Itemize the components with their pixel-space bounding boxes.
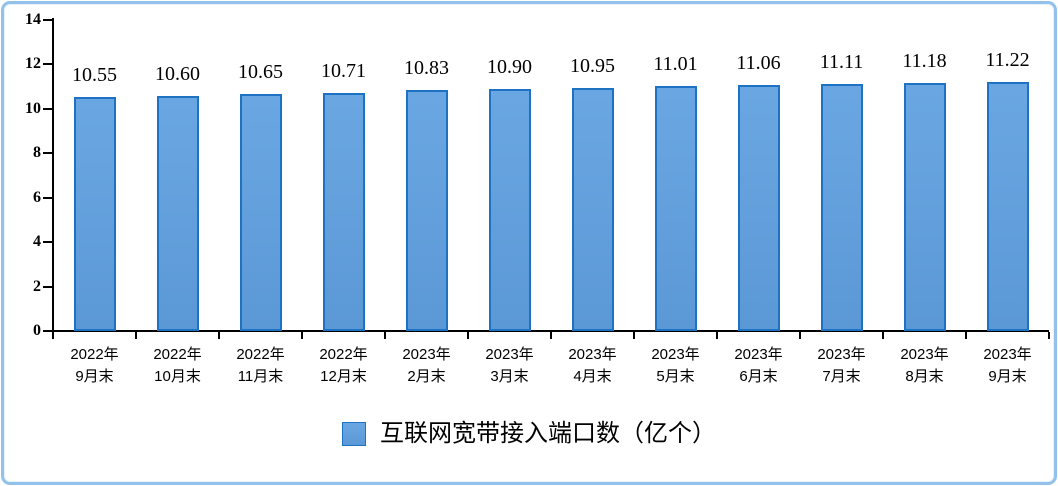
bar xyxy=(73,96,116,331)
legend: 互联网宽带接入端口数（亿个） xyxy=(0,419,1058,449)
x-axis-category-label-line: 12月末 xyxy=(320,368,367,385)
bar xyxy=(405,90,448,331)
bar xyxy=(737,85,780,331)
x-axis-category-label-line: 8月末 xyxy=(905,368,944,385)
bar-value-label: 11.06 xyxy=(736,52,781,75)
bar xyxy=(156,95,199,331)
y-axis-tick xyxy=(43,285,52,288)
x-axis-category-label: 2022年 9月末 xyxy=(50,344,140,388)
bar-value-label: 11.11 xyxy=(819,51,864,74)
x-axis-line xyxy=(52,330,1049,332)
x-axis-category-label-line: 5月末 xyxy=(656,368,695,385)
bar-value-label: 11.22 xyxy=(985,48,1030,71)
bar xyxy=(239,94,282,331)
bar-value-label: 10.83 xyxy=(404,57,449,80)
x-axis-tick xyxy=(301,332,303,339)
x-axis-tick xyxy=(218,332,220,339)
y-axis-tick xyxy=(43,19,52,21)
bar xyxy=(571,87,614,331)
x-axis-category-label-line: 9月末 xyxy=(75,368,114,385)
x-axis-category-label-line: 2023年 xyxy=(983,346,1032,363)
bar xyxy=(322,93,365,331)
x-axis-tick xyxy=(965,332,967,339)
y-axis-tick-label: 10 xyxy=(25,99,41,117)
bar-value-label: 11.18 xyxy=(902,49,947,72)
bar xyxy=(903,82,946,331)
x-axis-category-label-line: 7月末 xyxy=(822,368,861,385)
x-axis-category-label-line: 2023年 xyxy=(402,346,451,363)
x-axis-category-label: 2023年 6月末 xyxy=(714,344,804,388)
x-axis-category-label-line: 11月末 xyxy=(237,368,284,385)
legend-swatch-icon xyxy=(342,422,366,446)
x-axis-tick xyxy=(550,332,552,339)
x-axis-category-label-line: 3月末 xyxy=(490,368,529,385)
x-axis-category-label-line: 2022年 xyxy=(236,346,285,363)
bar-value-label: 10.55 xyxy=(72,63,117,86)
x-axis-category-label-line: 9月末 xyxy=(988,368,1027,385)
x-axis-category-label-line: 2023年 xyxy=(651,346,700,363)
x-axis-category-label: 2022年 11月末 xyxy=(216,344,306,388)
bar-value-label: 11.01 xyxy=(653,53,698,76)
y-axis-tick-label: 0 xyxy=(33,322,41,339)
y-axis-tick xyxy=(43,330,52,332)
x-axis-category-label-line: 2022年 xyxy=(70,346,119,363)
x-axis-category-label-line: 2023年 xyxy=(900,346,949,363)
x-axis-tick xyxy=(384,332,386,339)
y-axis-tick-label: 2 xyxy=(33,277,41,295)
bar-value-label: 10.65 xyxy=(238,61,283,84)
bar xyxy=(654,86,697,331)
x-axis-tick xyxy=(1048,332,1050,339)
x-axis-category-label-line: 2023年 xyxy=(485,346,534,363)
x-axis-category-label-line: 2023年 xyxy=(734,346,783,363)
y-axis-tick xyxy=(43,241,52,244)
x-axis-category-label-line: 2022年 xyxy=(319,346,368,363)
x-axis-category-label-line: 6月末 xyxy=(739,368,778,385)
x-axis-category-label-line: 2023年 xyxy=(817,346,866,363)
x-axis-category-label: 2022年 10月末 xyxy=(133,344,223,388)
x-axis-tick xyxy=(52,332,54,339)
x-axis-category-label: 2023年 2月末 xyxy=(382,344,472,388)
x-axis-category-label: 2023年 8月末 xyxy=(880,344,970,388)
y-axis-tick xyxy=(43,152,52,155)
x-axis-tick xyxy=(799,332,801,339)
bar-value-label: 10.60 xyxy=(155,62,200,85)
x-axis-category-label: 2023年 3月末 xyxy=(465,344,555,388)
y-axis-tick xyxy=(43,107,52,110)
x-axis-category-label: 2023年 4月末 xyxy=(548,344,638,388)
y-axis-tick-label: 8 xyxy=(33,144,41,162)
bar xyxy=(820,84,863,331)
x-axis-category-label-line: 2022年 xyxy=(153,346,202,363)
y-axis-line xyxy=(52,18,54,339)
bar xyxy=(986,81,1029,331)
x-axis-category-label-line: 2023年 xyxy=(568,346,617,363)
y-axis-tick-label: 6 xyxy=(33,188,41,206)
x-axis-tick xyxy=(135,332,137,339)
x-axis-tick xyxy=(467,332,469,339)
x-axis-tick xyxy=(633,332,635,339)
x-axis-category-label-line: 10月末 xyxy=(154,368,201,385)
y-axis-tick xyxy=(43,196,52,199)
x-axis-category-label: 2023年 7月末 xyxy=(797,344,887,388)
x-axis-tick xyxy=(716,332,718,339)
legend-label: 互联网宽带接入端口数（亿个） xyxy=(380,421,716,447)
y-axis-tick xyxy=(43,63,52,66)
bar-value-label: 10.71 xyxy=(321,60,366,83)
bar-value-label: 10.95 xyxy=(570,54,615,77)
x-axis-tick xyxy=(882,332,884,339)
x-axis-category-label: 2023年 5月末 xyxy=(631,344,721,388)
y-axis-tick-label: 12 xyxy=(25,55,41,73)
x-axis-category-label: 2023年 9月末 xyxy=(963,344,1053,388)
bar-value-label: 10.90 xyxy=(487,55,532,78)
x-axis-category-label-line: 2月末 xyxy=(407,368,446,385)
x-axis-category-label: 2022年 12月末 xyxy=(299,344,389,388)
y-axis-tick-label: 4 xyxy=(33,233,41,251)
x-axis-category-label-line: 4月末 xyxy=(573,368,612,385)
bar xyxy=(488,88,531,331)
y-axis-tick-label: 14 xyxy=(25,11,41,28)
